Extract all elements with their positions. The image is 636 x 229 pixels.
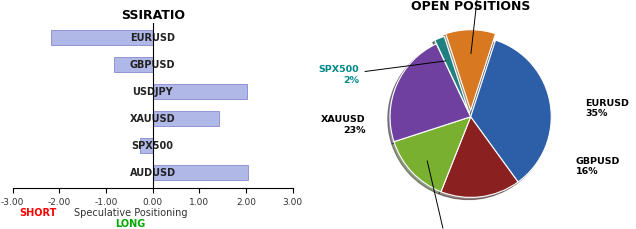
Text: AUDUSD: AUDUSD <box>130 168 176 178</box>
Bar <box>139 138 153 153</box>
Text: EURUSD: EURUSD <box>130 33 175 43</box>
Wedge shape <box>446 30 495 110</box>
Text: XAUUSD
23%: XAUUSD 23% <box>321 115 366 135</box>
Title: SSIRATIO: SSIRATIO <box>121 9 184 22</box>
Title: OPEN POSITIONS: OPEN POSITIONS <box>411 0 530 14</box>
Wedge shape <box>390 44 471 142</box>
Text: SPX500: SPX500 <box>132 141 174 151</box>
Bar <box>51 30 153 45</box>
Wedge shape <box>435 36 469 113</box>
Text: LONG: LONG <box>115 219 146 229</box>
Text: SHORT: SHORT <box>19 208 57 218</box>
Text: XAUUSD: XAUUSD <box>130 114 176 124</box>
Text: SPX500
2%: SPX500 2% <box>319 61 446 85</box>
Text: EURUSD
35%: EURUSD 35% <box>585 99 629 118</box>
Bar <box>153 165 248 180</box>
Bar <box>153 112 219 126</box>
Bar <box>114 57 153 72</box>
Wedge shape <box>471 40 551 182</box>
Text: USDJPY: USDJPY <box>132 87 173 97</box>
Text: GBPUSD: GBPUSD <box>130 60 176 70</box>
Text: USDJPY
14%: USDJPY 14% <box>427 161 466 229</box>
Text: GBPUSD
16%: GBPUSD 16% <box>576 157 620 177</box>
Text: AUDUSD
10%: AUDUSD 10% <box>456 0 501 54</box>
Wedge shape <box>441 117 518 197</box>
Wedge shape <box>394 117 471 192</box>
Text: Speculative Positioning: Speculative Positioning <box>74 208 187 218</box>
Bar <box>153 85 247 99</box>
